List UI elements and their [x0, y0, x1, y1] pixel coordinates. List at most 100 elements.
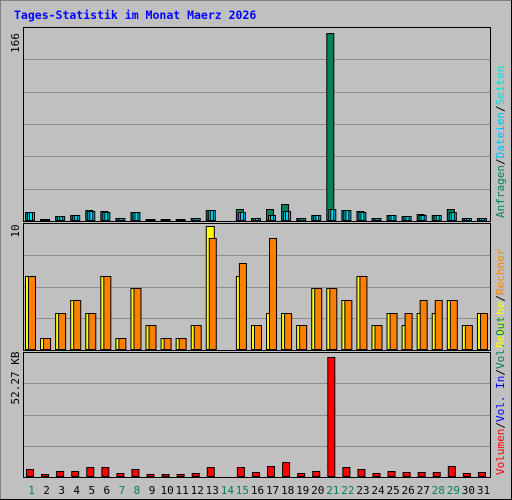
legend-top: Anfragen/Dateien/Seiten — [494, 66, 507, 218]
bar-volume-day-16 — [251, 472, 260, 477]
bar-pages-day-23 — [360, 212, 365, 221]
bar-volume-day-1 — [26, 469, 34, 477]
chart-title: Tages-Statistik im Monat Maerz 2026 — [14, 8, 256, 22]
bar-sites-day-22 — [344, 300, 353, 350]
bar-pages-day-18 — [285, 211, 290, 221]
bar-sites-day-21 — [329, 288, 338, 350]
day-label: 20 — [311, 484, 324, 497]
bar-sites-day-7 — [118, 338, 127, 350]
day-label: 24 — [371, 484, 385, 497]
bar-sites-day-6 — [103, 276, 112, 350]
bar-sites-day-8 — [133, 288, 142, 350]
bar-sites-day-15 — [238, 263, 247, 350]
day-label: 30 — [462, 484, 475, 497]
bar-volume-day-31 — [477, 472, 486, 477]
bar-sites-day-12 — [193, 325, 202, 350]
day-label: 3 — [58, 484, 65, 497]
bar-pages-day-28 — [435, 215, 440, 221]
bar-volume-day-19 — [297, 473, 306, 477]
bar-sites-day-10 — [163, 338, 172, 350]
bar-pages-day-19 — [300, 218, 305, 221]
bar-sites-day-4 — [73, 300, 82, 350]
day-label: 29 — [447, 484, 460, 497]
legend-entry: Besuche — [494, 302, 507, 348]
bar-sites-day-2 — [43, 338, 52, 350]
bottom-axis-max-label: 52.27 KB — [9, 351, 22, 404]
bar-volume-day-4 — [71, 471, 80, 477]
bar-volume-day-10 — [161, 474, 170, 477]
bar-pages-day-31 — [480, 218, 485, 221]
bar-sites-day-9 — [148, 325, 157, 350]
bar-volume-day-11 — [176, 474, 185, 477]
day-label: 16 — [251, 484, 264, 497]
day-label: 27 — [417, 484, 430, 497]
bar-volume-day-3 — [56, 471, 65, 477]
day-label: 12 — [191, 484, 204, 497]
day-label: 7 — [119, 484, 126, 497]
day-label: 31 — [477, 484, 490, 497]
bar-volume-day-26 — [402, 472, 411, 477]
bar-pages-day-6 — [104, 212, 109, 221]
day-label: 11 — [176, 484, 189, 497]
day-label: 21 — [326, 484, 339, 497]
bar-sites-day-27 — [419, 300, 428, 350]
bar-pages-day-27 — [420, 215, 425, 221]
day-label: 1 — [28, 484, 35, 497]
legend-entry: Anfragen — [494, 165, 507, 218]
bar-pages-day-8 — [134, 212, 139, 221]
bar-sites-day-24 — [374, 325, 383, 350]
bar-files-day-9 — [147, 219, 156, 221]
bar-pages-day-17 — [270, 215, 275, 221]
day-label: 17 — [266, 484, 279, 497]
bar-volume-day-8 — [131, 469, 140, 477]
day-label: 10 — [160, 484, 173, 497]
bar-files-day-10 — [162, 219, 171, 221]
bar-volume-day-29 — [447, 466, 456, 477]
bar-pages-day-24 — [375, 218, 380, 221]
middle-axis-max-label: 10 — [9, 224, 22, 237]
bar-pages-day-1 — [29, 212, 33, 221]
day-label: 23 — [356, 484, 369, 497]
day-label: 8 — [134, 484, 141, 497]
legend-entry: Volumen — [494, 429, 507, 475]
bar-pages-day-22 — [345, 210, 350, 221]
day-label: 13 — [206, 484, 219, 497]
bar-pages-day-16 — [254, 218, 259, 221]
bar-files-day-11 — [177, 219, 186, 221]
day-label: 28 — [432, 484, 445, 497]
bar-volume-day-25 — [387, 471, 396, 477]
day-label: 15 — [236, 484, 249, 497]
day-label: 22 — [341, 484, 354, 497]
bar-sites-day-30 — [464, 325, 473, 350]
day-label: 6 — [104, 484, 111, 497]
bar-volume-day-22 — [342, 467, 351, 477]
legend-entry: Rechner — [494, 248, 507, 295]
bar-sites-day-19 — [299, 325, 308, 350]
legend-entry: Vol. Out — [494, 316, 507, 369]
bar-sites-day-17 — [269, 238, 278, 350]
legend-entry: Dateien — [494, 112, 507, 158]
day-label: 25 — [386, 484, 399, 497]
day-label: 14 — [221, 484, 235, 497]
bar-sites-day-31 — [479, 313, 488, 350]
bar-volume-day-28 — [432, 472, 441, 477]
bar-pages-day-7 — [119, 218, 124, 221]
day-label: 2 — [43, 484, 50, 497]
bar-sites-day-29 — [449, 300, 458, 350]
bar-volume-day-7 — [116, 473, 125, 477]
top-axis-max-label: 166 — [9, 33, 22, 53]
bar-pages-day-21 — [330, 209, 335, 221]
bar-pages-day-5 — [89, 211, 94, 221]
bar-volume-day-15 — [236, 467, 245, 477]
day-label: 19 — [296, 484, 309, 497]
bar-volume-day-2 — [41, 474, 50, 477]
bar-volume-day-21 — [327, 357, 336, 477]
bar-pages-day-12 — [194, 218, 199, 221]
bar-sites-day-26 — [404, 313, 413, 350]
bar-volume-day-27 — [417, 472, 426, 477]
bar-volume-day-30 — [462, 473, 471, 477]
bar-requests-day-21 — [326, 33, 335, 221]
bar-sites-day-3 — [58, 313, 67, 350]
